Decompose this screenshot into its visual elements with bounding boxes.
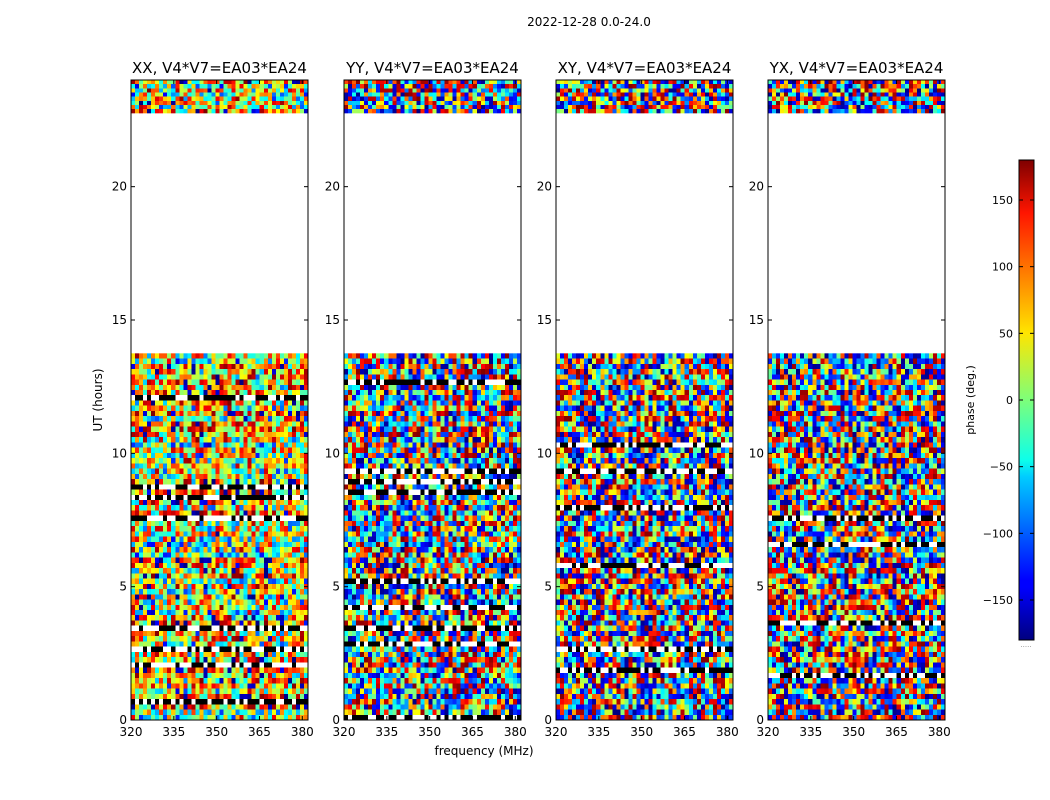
y-tick-label: 5 (332, 580, 340, 594)
x-tick-label: 320 (545, 725, 568, 739)
phase-map-lower (131, 353, 308, 720)
phase-map-upper (131, 80, 308, 114)
x-tick-label: 380 (928, 725, 951, 739)
panel-title: YX, V4*V7=EA03*EA24 (769, 59, 944, 77)
x-tick-label: 320 (333, 725, 356, 739)
x-tick-label: 365 (885, 725, 908, 739)
y-tick-label: 20 (112, 180, 127, 194)
y-tick-label: 20 (749, 180, 764, 194)
panel-yx: YX, V4*V7=EA03*EA24 320 335 350 365 380 0 5 10 15… (749, 59, 951, 739)
plot-frame (343, 79, 522, 721)
y-tick-label: 15 (325, 313, 340, 327)
x-tick-label: 335 (799, 725, 822, 739)
y-tick-label: 10 (537, 446, 552, 460)
y-tick-label: 0 (544, 713, 552, 727)
y-tick-label: 15 (112, 313, 127, 327)
x-tick-label: 350 (630, 725, 653, 739)
panel-title: XY, V4*V7=EA03*EA24 (558, 59, 732, 77)
y-tick-label: 5 (119, 580, 127, 594)
colorbar-footer: ..... (1020, 641, 1031, 649)
panels: XX, V4*V7=EA03*EA24 320 335 350 365 380 0 5 10 15… (112, 59, 951, 739)
y-tick-label: 0 (756, 713, 764, 727)
phase-map-upper (344, 80, 521, 114)
panel-title: YY, V4*V7=EA03*EA24 (345, 59, 519, 77)
x-tick-label: 350 (842, 725, 865, 739)
y-tick-label: 5 (756, 580, 764, 594)
colorbar-tick-label: −150 (983, 594, 1013, 607)
colorbar-tick-label: −100 (983, 527, 1013, 540)
plot-frame (555, 79, 734, 721)
phase-map-lower (768, 353, 945, 720)
y-tick-label: 5 (544, 580, 552, 594)
panel-title: XX, V4*V7=EA03*EA24 (132, 59, 307, 77)
phase-map-lower (556, 353, 733, 720)
colorbar-tick-label: 150 (992, 194, 1013, 207)
colorbar-tick-label: 0 (1006, 394, 1013, 407)
y-tick-label: 20 (537, 180, 552, 194)
x-tick-label: 365 (248, 725, 271, 739)
colorbar-tick-label: −50 (990, 461, 1013, 474)
y-tick-label: 10 (749, 446, 764, 460)
x-tick-label: 320 (757, 725, 780, 739)
phase-map-lower (344, 353, 521, 720)
phase-map-upper (556, 80, 733, 114)
colorbar-label: phase (deg.) (964, 365, 977, 435)
y-tick-label: 20 (325, 180, 340, 194)
plot-frame (130, 79, 309, 721)
y-tick-label: 0 (332, 713, 340, 727)
suptitle: 2022-12-28 0.0-24.0 (527, 15, 651, 29)
x-axis-label: frequency (MHz) (434, 744, 533, 758)
x-tick-label: 335 (375, 725, 398, 739)
panel-xy: XY, V4*V7=EA03*EA24 320 335 350 365 380 0 5 10 15… (537, 59, 739, 739)
phase-map-upper (768, 80, 945, 114)
x-tick-label: 350 (418, 725, 441, 739)
y-tick-label: 10 (325, 446, 340, 460)
colorbar-tick-label: 100 (992, 261, 1013, 274)
x-tick-label: 350 (205, 725, 228, 739)
panel-yy: YY, V4*V7=EA03*EA24 320 335 350 365 380 0 5 10 15… (325, 59, 527, 739)
colorbar: −150 −100 −50 0 50 100 150 phase (deg.) ..... (964, 159, 1035, 649)
x-tick-label: 380 (504, 725, 527, 739)
y-tick-label: 15 (749, 313, 764, 327)
x-tick-label: 365 (673, 725, 696, 739)
x-tick-label: 380 (291, 725, 314, 739)
panel-xx: XX, V4*V7=EA03*EA24 320 335 350 365 380 0 5 10 15… (112, 59, 314, 739)
y-tick-label: 0 (119, 713, 127, 727)
colorbar-ticks: −150 −100 −50 0 50 100 150 (983, 194, 1034, 607)
y-axis-label: UT (hours) (91, 368, 105, 431)
x-tick-label: 320 (120, 725, 143, 739)
x-tick-label: 335 (162, 725, 185, 739)
y-tick-label: 10 (112, 446, 127, 460)
x-tick-label: 380 (716, 725, 739, 739)
x-tick-label: 335 (587, 725, 610, 739)
x-tick-label: 365 (461, 725, 484, 739)
y-tick-label: 15 (537, 313, 552, 327)
plot-frame (767, 79, 946, 721)
colorbar-tick-label: 50 (999, 327, 1013, 340)
